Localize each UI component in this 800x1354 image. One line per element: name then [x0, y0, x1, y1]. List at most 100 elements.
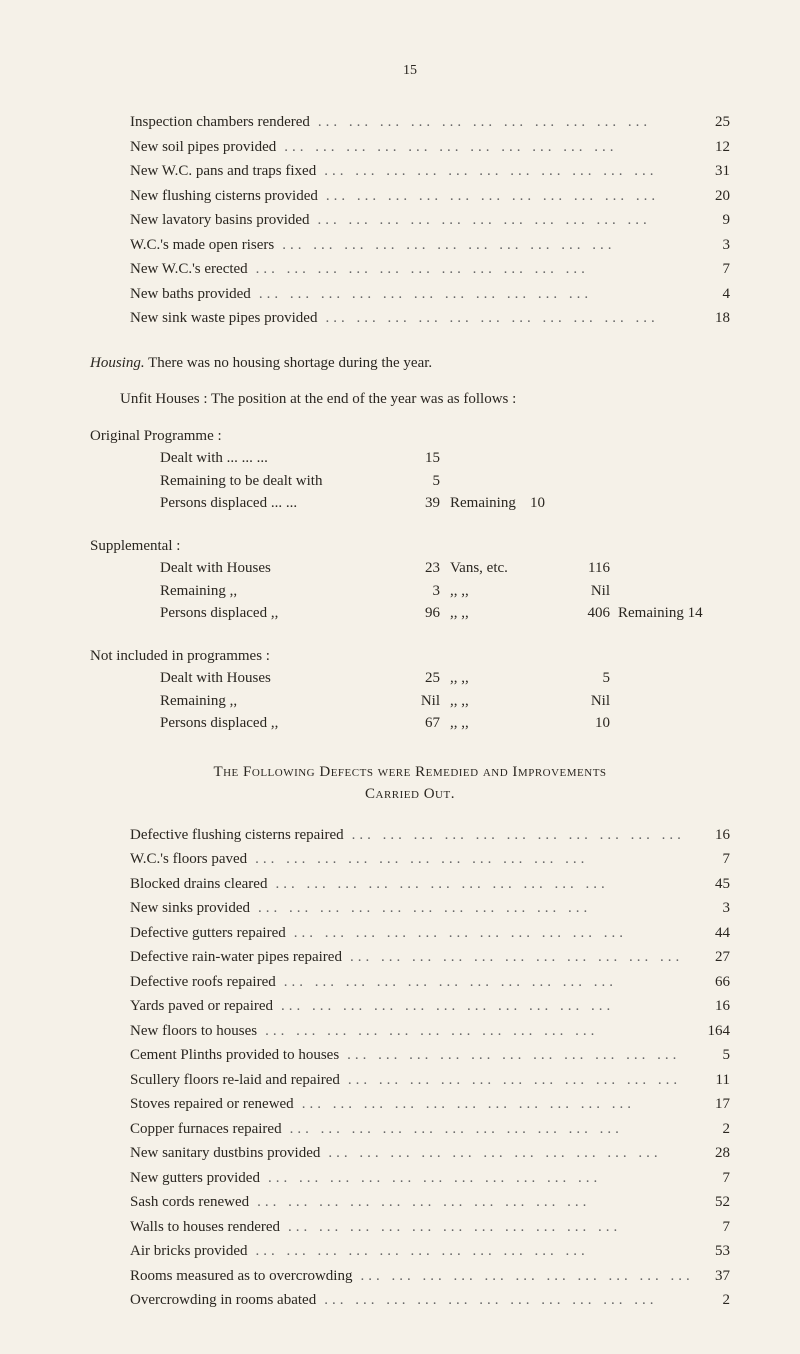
programme-row: Remaining ,,3 ,, ,,Nil: [90, 580, 730, 603]
list-item-label: Rooms measured as to overcrowding: [130, 1265, 352, 1288]
list-item-label: New W.C.'s erected: [130, 258, 248, 281]
programme-col2: Remaining: [440, 492, 530, 515]
list-item-value: 31: [690, 160, 730, 183]
list-item-label: Defective rain-water pipes repaired: [130, 946, 342, 969]
programme-row: Persons displaced ... ...39Remaining10: [90, 492, 730, 515]
leader-dots: [251, 283, 690, 306]
list-item-value: 25: [690, 111, 730, 134]
programme-col2: [440, 447, 530, 470]
programme-col2: [440, 470, 530, 493]
leader-dots: [282, 1118, 690, 1141]
list-item-label: W.C.'s floors paved: [130, 848, 247, 871]
list-item-value: 3: [690, 897, 730, 920]
list-item-label: New lavatory basins provided: [130, 209, 310, 232]
list-item-label: Inspection chambers rendered: [130, 111, 310, 134]
list-item: New W.C. pans and traps fixed31: [130, 160, 730, 183]
list-item-value: 2: [690, 1289, 730, 1312]
list-item-value: 3: [690, 234, 730, 257]
leader-dots: [250, 897, 690, 920]
leader-dots: [344, 824, 690, 847]
list-item-label: New floors to houses: [130, 1020, 257, 1043]
list-item-label: Yards paved or repaired: [130, 995, 273, 1018]
list-item: W.C.'s made open risers 3: [130, 234, 730, 257]
list-item-label: New flushing cisterns provided: [130, 185, 318, 208]
list-item: Sash cords renewed52: [130, 1191, 730, 1214]
list-item: Yards paved or repaired16: [130, 995, 730, 1018]
list-item: Rooms measured as to overcrowding37: [130, 1265, 730, 1288]
programme-tail: [610, 557, 730, 580]
programme-col2: ,, ,,: [440, 580, 530, 603]
list-item: Defective gutters repaired44: [130, 922, 730, 945]
list-item-label: Defective gutters repaired: [130, 922, 286, 945]
list-item-label: New sanitary dustbins provided: [130, 1142, 320, 1165]
leader-dots: [310, 209, 690, 232]
list-item-value: 53: [690, 1240, 730, 1263]
leader-dots: [280, 1216, 690, 1239]
list-item-value: 45: [690, 873, 730, 896]
list-item-value: 7: [690, 258, 730, 281]
programme-col4: Nil: [560, 580, 610, 603]
defects-heading: The Following Defects were Remedied and …: [90, 761, 730, 806]
list-item: Stoves repaired or renewed 17: [130, 1093, 730, 1116]
list-item-label: Scullery floors re-laid and repaired: [130, 1069, 340, 1092]
programme-label: Persons displaced ,,: [160, 602, 390, 625]
list-item-value: 7: [690, 1167, 730, 1190]
list-item-label: New baths provided: [130, 283, 251, 306]
programme-col3: [530, 667, 560, 690]
programme-col1: 3: [390, 580, 440, 603]
programme-col4: 116: [560, 557, 610, 580]
leader-dots: [342, 946, 690, 969]
list-item: Inspection chambers rendered 25: [130, 111, 730, 134]
list-item: New sanitary dustbins provided28: [130, 1142, 730, 1165]
programme-row: Dealt with Houses23Vans, etc.116: [90, 557, 730, 580]
programme-tail: [610, 580, 730, 603]
leader-dots: [260, 1167, 690, 1190]
list-item: New lavatory basins provided 9: [130, 209, 730, 232]
list-item-value: 66: [690, 971, 730, 994]
housing-sentence: There was no housing shortage during the…: [145, 355, 433, 371]
list-item-label: New sinks provided: [130, 897, 250, 920]
list-item-label: Stoves repaired or renewed: [130, 1093, 294, 1116]
programme-col1: 5: [390, 470, 440, 493]
programme-col3: [530, 447, 560, 470]
list-item: Scullery floors re-laid and repaired 11: [130, 1069, 730, 1092]
defects-heading-line2: Carried Out.: [90, 783, 730, 806]
programme-label: Persons displaced ,,: [160, 712, 390, 735]
list-item: New gutters provided7: [130, 1167, 730, 1190]
list-item-value: 11: [690, 1069, 730, 1092]
programme-col3: [530, 690, 560, 713]
programme-col3: [530, 712, 560, 735]
list-item-value: 9: [690, 209, 730, 232]
leader-dots: [316, 1289, 690, 1312]
programme-row: Dealt with ... ... ...15: [90, 447, 730, 470]
list-item-value: 17: [690, 1093, 730, 1116]
programme-col4: [560, 447, 610, 470]
list-item: New soil pipes provided12: [130, 136, 730, 159]
not-included-title: Not included in programmes :: [90, 645, 730, 668]
list-item-value: 52: [690, 1191, 730, 1214]
programme-tail: [610, 690, 730, 713]
list-item-label: W.C.'s made open risers: [130, 234, 274, 257]
programme-col4: Nil: [560, 690, 610, 713]
list-item-label: New sink waste pipes provided: [130, 307, 317, 330]
list-item-value: 7: [690, 848, 730, 871]
list-item-value: 7: [690, 1216, 730, 1239]
list-item: Defective roofs repaired66: [130, 971, 730, 994]
leader-dots: [248, 258, 690, 281]
programme-col3: [530, 557, 560, 580]
list-item-value: 4: [690, 283, 730, 306]
list-item: Defective rain-water pipes repaired27: [130, 946, 730, 969]
list-item-label: Walls to houses rendered: [130, 1216, 280, 1239]
list-item: Blocked drains cleared45: [130, 873, 730, 896]
programme-row: Dealt with Houses25 ,, ,,5: [90, 667, 730, 690]
leader-dots: [317, 307, 690, 330]
list-item: Defective flushing cisterns repaired16: [130, 824, 730, 847]
list-item: Cement Plinths provided to houses5: [130, 1044, 730, 1067]
leader-dots: [310, 111, 690, 134]
defects-heading-line1: The Following Defects were Remedied and …: [90, 761, 730, 784]
leader-dots: [274, 234, 690, 257]
not-included-rows: Dealt with Houses25 ,, ,,5Remaining ,,Ni…: [90, 667, 730, 735]
unfit-houses-line: Unfit Houses : The position at the end o…: [90, 388, 730, 411]
list-item-label: Cement Plinths provided to houses: [130, 1044, 339, 1067]
programme-tail: [610, 492, 730, 515]
